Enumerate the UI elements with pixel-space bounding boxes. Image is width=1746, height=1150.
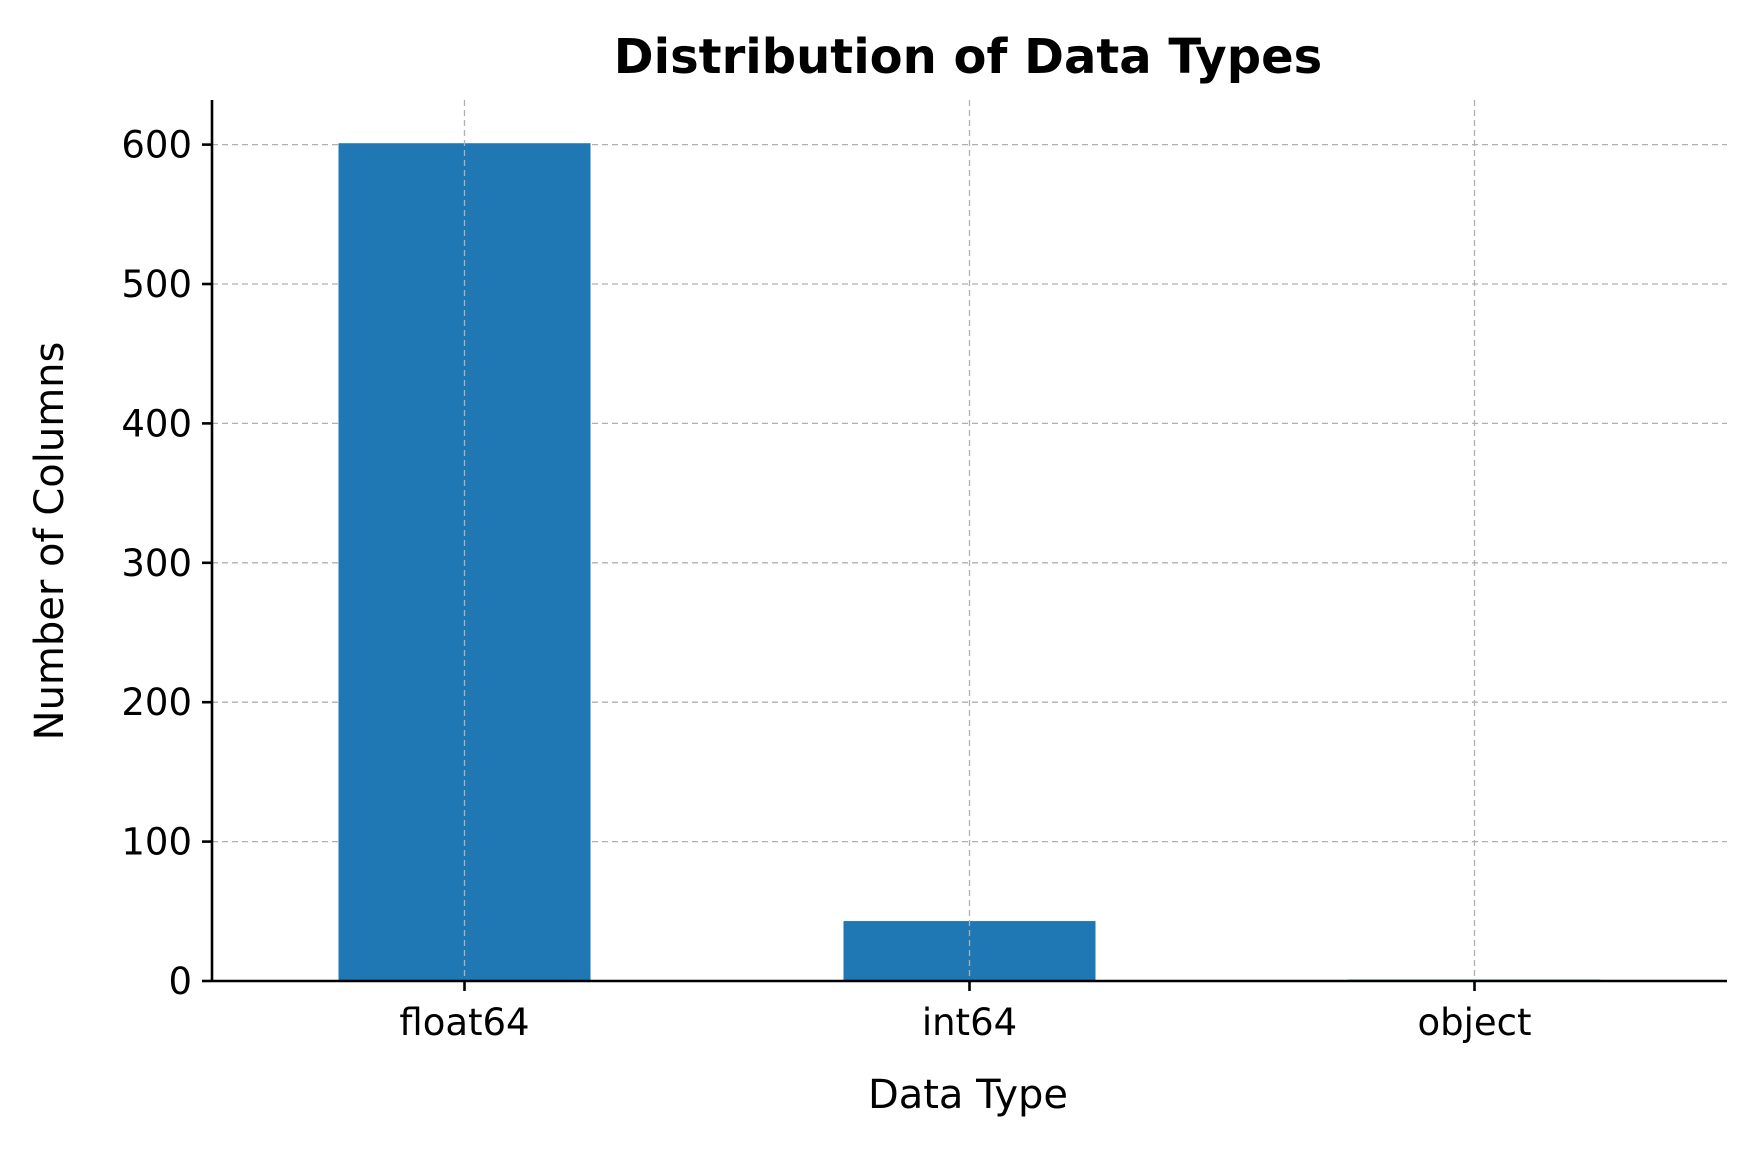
y-tick-label: 300 <box>121 542 192 585</box>
y-tick-label: 0 <box>168 960 192 1003</box>
tick-layer: 0 100 200 300 400 500 600 float64 int64 object <box>121 124 1531 1044</box>
y-axis-label: Number of Columns <box>27 342 73 741</box>
x-tick-label: int64 <box>922 1001 1017 1044</box>
y-tick-label: 400 <box>121 402 192 445</box>
chart-title: Distribution of Data Types <box>614 29 1322 85</box>
y-tick-label: 200 <box>121 681 192 724</box>
bar-layer <box>338 100 1601 981</box>
x-tick-label: float64 <box>399 1001 529 1044</box>
y-tick-label: 600 <box>121 124 192 167</box>
y-tick-label: 100 <box>121 821 192 864</box>
x-axis-label: Data Type <box>868 1072 1068 1118</box>
x-tick-label: object <box>1417 1001 1531 1044</box>
y-tick-label: 500 <box>121 263 192 306</box>
